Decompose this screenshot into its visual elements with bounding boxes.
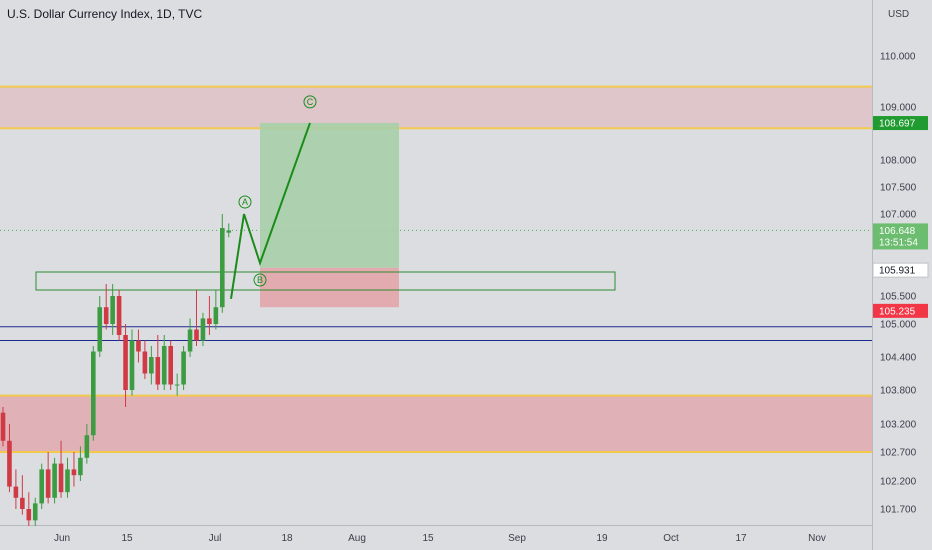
wave-label-circle [253,273,267,287]
candle-body [91,351,96,436]
candle-body [194,329,199,341]
candle-body [52,463,57,498]
candle-body [78,457,83,476]
candle-body [136,340,141,352]
wave-path [230,122,311,299]
time-tick: 18 [281,533,293,544]
price-tag-label: 105.931 [879,266,916,277]
price-tick: 108.000 [880,156,917,167]
candle-body [155,357,161,385]
candle-body [142,351,148,374]
time-tick: Jul [209,533,222,544]
price-tick: 103.800 [880,386,917,397]
candle-body [207,318,212,324]
candle-body [39,469,44,504]
candle-body [103,307,109,324]
chart-title: U.S. Dollar Currency Index, 1D, TVC [7,7,203,21]
zone-supply [0,86,872,129]
candle-body [110,296,115,324]
time-tick: Sep [508,533,526,544]
candle-body [187,329,193,352]
price-tag [873,303,928,318]
zone-demand [0,395,872,452]
candle-body [200,318,206,341]
candle-body [71,469,77,476]
price-tick: 102.700 [880,448,917,459]
price-tag [872,262,929,278]
wave-label-circle [238,195,252,209]
price-tag-label: 106.648 [879,226,916,237]
time-tick: 17 [735,533,747,544]
price-tick: 104.400 [880,353,917,364]
time-tick: 19 [596,533,608,544]
candle-body [213,307,219,324]
candle-body [58,463,64,493]
candle-body [20,497,25,509]
price-tag-label: 105.235 [879,306,916,317]
candle-body [26,509,32,521]
price-tick: 105.000 [880,320,917,331]
time-tick: Oct [663,533,679,544]
price-tick: 109.000 [880,103,917,114]
stop-box [260,267,399,308]
candle-body [181,351,186,385]
candle-body [220,228,225,308]
time-tick: Nov [808,533,826,544]
price-tick: 105.500 [880,292,917,303]
price-tag-countdown: 13:51:54 [879,237,918,248]
price-tick: 107.000 [880,210,917,221]
time-tick: Aug [348,533,366,544]
price-tick: 102.200 [880,477,917,488]
candle-body [0,412,6,441]
candle-body [65,469,70,493]
time-tick: 15 [422,533,434,544]
time-tick: 15 [121,533,133,544]
wave-label-B: B [257,275,263,285]
candle-body [7,440,12,487]
wave-label-A: A [242,197,248,207]
candle-body [32,503,38,521]
target-box [260,122,399,268]
candle-body [174,384,180,386]
price-tick: 110.000 [880,52,916,63]
currency-label: USD [888,9,909,20]
candle-body [13,486,19,498]
wave-label-C: C [307,97,314,107]
candle-body [161,346,167,385]
candle-body [116,296,122,335]
candle-body [97,307,103,352]
time-tick: Jun [54,533,70,544]
candle-body [123,335,128,390]
price-tag-label: 108.697 [879,119,916,130]
candle-body [129,340,135,390]
price-tick: 103.200 [880,420,917,431]
candle-body [226,230,232,233]
candle-body [149,357,154,374]
price-tick: 107.500 [880,183,917,194]
candle-body [84,435,90,458]
candle-body [168,346,173,385]
price-tag [873,116,928,131]
candle-body [45,469,51,498]
wave-label-circle [303,95,317,109]
highlight-rectangle [35,271,616,291]
price-tick: 101.700 [880,505,917,516]
price-tag [873,223,928,250]
